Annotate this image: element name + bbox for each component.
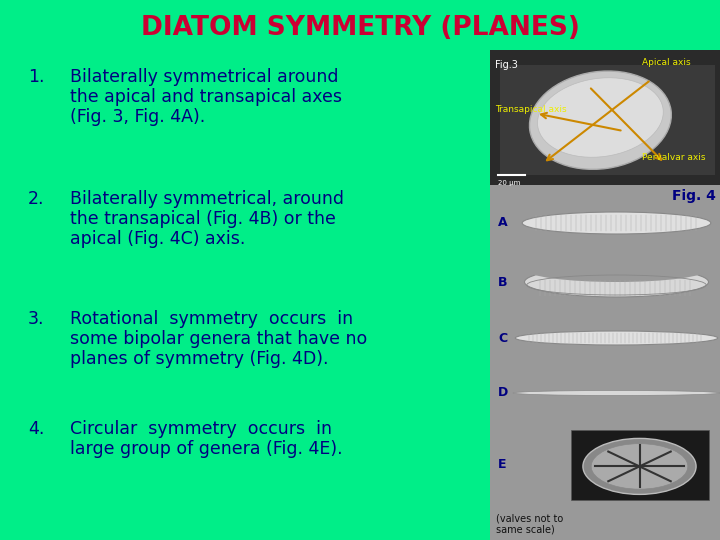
Ellipse shape bbox=[591, 444, 688, 489]
Text: apical (Fig. 4C) axis.: apical (Fig. 4C) axis. bbox=[70, 230, 246, 248]
Ellipse shape bbox=[522, 212, 711, 234]
Text: Circular  symmetry  occurs  in: Circular symmetry occurs in bbox=[70, 420, 332, 438]
Text: A: A bbox=[498, 217, 508, 230]
Text: 20 µm: 20 µm bbox=[498, 180, 521, 186]
Text: 4.: 4. bbox=[28, 420, 45, 438]
Text: Fig. 4: Fig. 4 bbox=[672, 189, 716, 203]
Bar bbox=[490, 185, 720, 540]
Text: Fig.3: Fig.3 bbox=[495, 60, 518, 70]
Ellipse shape bbox=[527, 258, 706, 282]
Text: 3.: 3. bbox=[28, 310, 45, 328]
Ellipse shape bbox=[513, 390, 720, 395]
Bar bbox=[500, 65, 715, 175]
Ellipse shape bbox=[583, 438, 696, 495]
Text: 2.: 2. bbox=[28, 190, 45, 208]
Text: the apical and transapical axes: the apical and transapical axes bbox=[70, 88, 342, 106]
Text: large group of genera (Fig. 4E).: large group of genera (Fig. 4E). bbox=[70, 440, 343, 458]
Text: planes of symmetry (Fig. 4D).: planes of symmetry (Fig. 4D). bbox=[70, 350, 328, 368]
Text: Pervalvar axis: Pervalvar axis bbox=[642, 153, 706, 163]
Text: Bilaterally symmetrical, around: Bilaterally symmetrical, around bbox=[70, 190, 344, 208]
Text: B: B bbox=[498, 275, 508, 288]
Bar bbox=[490, 50, 720, 185]
Ellipse shape bbox=[538, 78, 663, 157]
Text: Rotational  symmetry  occurs  in: Rotational symmetry occurs in bbox=[70, 310, 353, 328]
Text: D: D bbox=[498, 387, 508, 400]
Text: E: E bbox=[498, 458, 506, 471]
Text: Bilaterally symmetrical around: Bilaterally symmetrical around bbox=[70, 68, 338, 86]
Text: DIATOM SYMMETRY (PLANES): DIATOM SYMMETRY (PLANES) bbox=[140, 15, 580, 41]
Text: Apical axis: Apical axis bbox=[642, 58, 690, 67]
Text: C: C bbox=[498, 332, 507, 345]
Text: (valves not to
same scale): (valves not to same scale) bbox=[496, 514, 563, 535]
Bar bbox=[570, 430, 708, 500]
Text: Transapical axis: Transapical axis bbox=[495, 105, 567, 114]
Text: 1.: 1. bbox=[28, 68, 45, 86]
Ellipse shape bbox=[529, 71, 671, 170]
Text: some bipolar genera that have no: some bipolar genera that have no bbox=[70, 330, 367, 348]
Text: the transapical (Fig. 4B) or the: the transapical (Fig. 4B) or the bbox=[70, 210, 336, 228]
Text: (Fig. 3, Fig. 4A).: (Fig. 3, Fig. 4A). bbox=[70, 108, 205, 126]
Ellipse shape bbox=[516, 331, 718, 345]
Ellipse shape bbox=[524, 267, 708, 297]
